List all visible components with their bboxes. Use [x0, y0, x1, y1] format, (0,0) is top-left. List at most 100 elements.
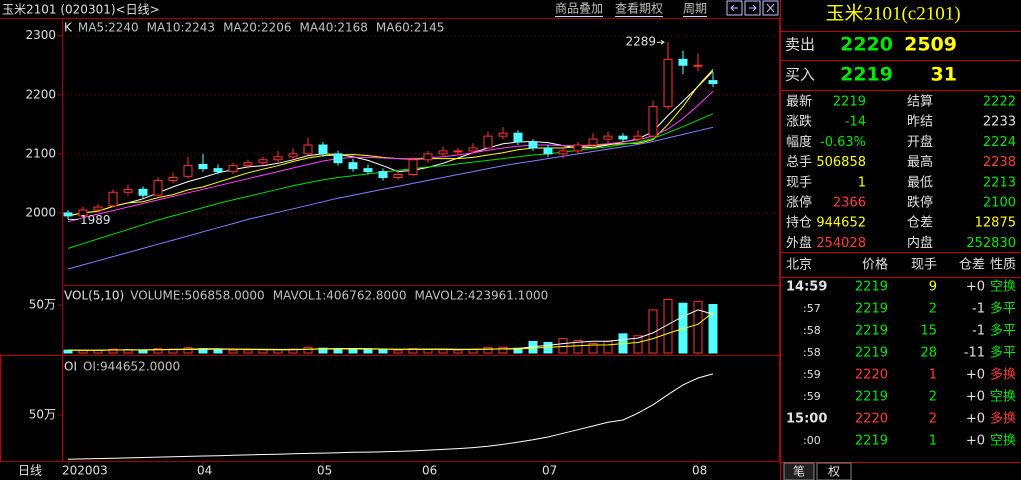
stat-value: 2213 — [983, 175, 1016, 190]
tick-volume: 9 — [929, 280, 937, 295]
tick-nature: 空换 — [990, 390, 1016, 405]
candle-body — [378, 171, 388, 178]
tick-time: :58 — [803, 346, 821, 359]
stat-value: 2366 — [833, 196, 866, 211]
tab-label[interactable]: 笔 — [793, 464, 805, 479]
volume-bar — [483, 347, 493, 354]
candle-body — [168, 176, 178, 181]
stat-value: 252830 — [966, 236, 1016, 251]
candle-body — [618, 135, 628, 140]
candle-body — [318, 144, 328, 155]
tick-price: 2219 — [855, 280, 888, 295]
candle-body — [273, 156, 283, 161]
candle-body — [468, 147, 478, 152]
stat-value: 2224 — [983, 135, 1016, 150]
annotation-arrow — [657, 39, 665, 45]
stat-label: 跌停 — [907, 195, 933, 211]
tick-time: :00 — [803, 434, 821, 447]
stat-label: 幅度 — [786, 134, 812, 150]
stat-value: 944652 — [816, 216, 866, 231]
candle-body — [63, 212, 73, 217]
volume-bar — [318, 347, 328, 354]
candle-body — [78, 209, 88, 217]
series-line — [67, 312, 714, 351]
tick-price: 2220 — [855, 368, 888, 383]
candle-body — [648, 106, 658, 137]
pane-label: OI — [64, 360, 77, 374]
candle-body — [453, 150, 463, 153]
x-tick-label: 06 — [422, 464, 437, 478]
stat-label: 现手 — [786, 175, 812, 190]
tab-label[interactable]: 权 — [828, 465, 840, 479]
tick-price: 2219 — [855, 302, 888, 317]
tick-time: :58 — [803, 324, 821, 337]
quote-price: 2220 — [840, 34, 893, 56]
candle-body — [363, 168, 373, 173]
menu-link[interactable]: 周期 — [683, 2, 707, 16]
legend-entry: MAVOL2:423961.1000 — [414, 289, 548, 303]
tick-nature: 多平 — [990, 301, 1016, 317]
y-tick-label: 2100 — [25, 146, 56, 160]
close-button[interactable] — [762, 0, 779, 16]
candle-body — [303, 144, 313, 155]
tick-time: 15:00 — [786, 412, 827, 427]
candle-body — [423, 153, 433, 161]
volume-bar — [153, 348, 163, 354]
tick-oi-change: -11 — [964, 346, 985, 361]
menu-link[interactable]: 查看期权 — [615, 2, 663, 16]
volume-bar — [228, 349, 238, 354]
candle-body — [183, 165, 193, 177]
tick-price: 2219 — [855, 434, 888, 449]
candle-body — [213, 168, 223, 173]
volume-bar — [258, 349, 268, 354]
x-tick-label: 05 — [317, 464, 332, 478]
tick-price: 2220 — [855, 412, 888, 427]
volume-bar — [498, 346, 508, 354]
candle-body — [528, 141, 538, 149]
tick-time: :57 — [803, 302, 821, 315]
stat-label: 昨结 — [907, 115, 933, 130]
legend-entry: MA60:2145 — [376, 21, 444, 35]
window-title: 玉米2101 (020301)<日线> — [2, 3, 160, 17]
menu-link[interactable]: 商品叠加 — [555, 1, 603, 16]
candle-body — [513, 132, 523, 143]
legend-entry: MA5:2240 — [78, 21, 139, 35]
quote-label: 买入 — [785, 66, 815, 84]
candle-body — [573, 144, 583, 152]
volume-bar — [453, 349, 463, 354]
candle-body — [498, 132, 508, 137]
stat-label: 涨停 — [786, 195, 812, 211]
tick-oi-change: +0 — [966, 368, 985, 383]
candle-body — [603, 135, 613, 140]
close-icon — [766, 3, 775, 13]
nav-button[interactable] — [726, 0, 743, 16]
nav-button[interactable] — [744, 0, 761, 16]
stat-label: 总手 — [786, 155, 812, 170]
series-line — [67, 126, 714, 270]
legend-entry: VOLUME:506858.0000 — [130, 289, 264, 303]
tick-header: 现手 — [911, 258, 937, 273]
legend-entry: MA40:2168 — [300, 21, 368, 35]
tick-time: :59 — [803, 368, 821, 381]
stat-value: 2219 — [833, 95, 866, 110]
candle-body — [258, 159, 268, 164]
tick-header: 北京 — [786, 258, 812, 273]
tick-oi-change: +0 — [966, 390, 985, 405]
tick-volume: 1 — [929, 434, 937, 449]
tick-price: 2219 — [855, 346, 888, 361]
tab[interactable] — [783, 462, 815, 480]
volume-bar — [558, 338, 568, 354]
tab[interactable] — [816, 462, 852, 480]
stat-label: 最新 — [786, 94, 812, 110]
candle-body — [228, 165, 238, 173]
volume-bar — [78, 350, 88, 354]
legend-entry: OI:944652.0000 — [83, 360, 180, 374]
tick-volume: 2 — [929, 302, 937, 317]
stat-value: -14 — [845, 115, 866, 130]
quote-title: 玉米2101(c2101) — [825, 2, 960, 24]
series-line — [67, 373, 714, 460]
tick-header: 价格 — [862, 257, 888, 273]
volume-bar — [633, 335, 643, 354]
candle-body — [408, 159, 418, 176]
